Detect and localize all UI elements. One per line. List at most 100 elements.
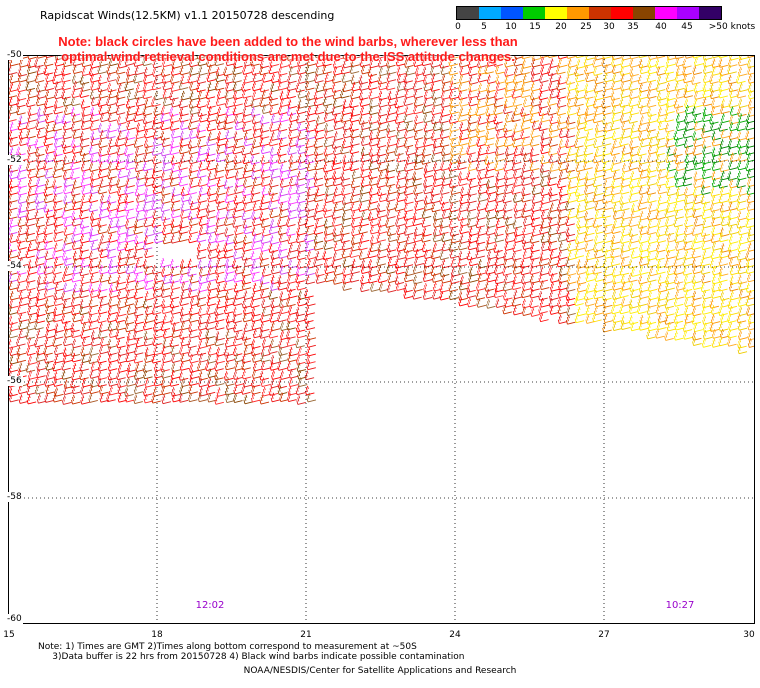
wind-barb <box>144 193 154 204</box>
wind-barb <box>36 281 47 292</box>
wind-barb <box>206 136 216 147</box>
wind-barb <box>495 298 505 308</box>
wind-barb <box>189 129 199 139</box>
wind-barb <box>89 369 100 379</box>
wind-barb <box>198 66 208 76</box>
wind-barb <box>404 171 415 181</box>
wind-barb <box>574 153 585 164</box>
wind-barb <box>199 225 209 236</box>
wind-barb <box>97 259 108 269</box>
wind-barb <box>261 307 272 317</box>
wind-barb <box>305 64 315 75</box>
wind-barb <box>44 250 55 261</box>
wind-barb <box>737 210 747 221</box>
wind-barb <box>71 289 82 299</box>
wind-barb <box>9 73 19 84</box>
wind-barb <box>288 377 299 388</box>
wind-barb <box>421 155 431 165</box>
wind-barb <box>467 240 478 251</box>
wind-barb <box>504 82 515 92</box>
wind-barb <box>747 89 755 100</box>
wind-barb <box>638 162 648 173</box>
wind-barb <box>459 194 469 205</box>
wind-barb <box>250 346 261 356</box>
wind-barb <box>107 274 118 285</box>
wind-barb <box>565 152 576 163</box>
wind-barb <box>521 208 531 219</box>
wind-barb <box>178 224 189 235</box>
wind-barb <box>243 224 254 235</box>
wind-barb <box>394 259 404 269</box>
wind-barb <box>189 57 199 68</box>
wind-barb <box>97 217 107 228</box>
wind-barb <box>376 147 387 157</box>
wind-barb <box>466 202 477 212</box>
wind-barb <box>80 177 91 187</box>
wind-barb <box>71 154 82 164</box>
wind-barb <box>90 336 101 347</box>
wind-barb <box>576 275 587 285</box>
wind-barb <box>711 329 722 339</box>
wind-barb <box>665 217 675 227</box>
wind-barb <box>529 298 539 309</box>
wind-barb <box>259 275 270 285</box>
wind-barb <box>232 346 243 357</box>
wind-barb <box>440 146 451 157</box>
wind-barb <box>198 90 208 100</box>
wind-barb <box>665 82 676 93</box>
wind-barb <box>584 193 594 204</box>
wind-barb <box>684 297 694 307</box>
wind-barb <box>162 216 173 227</box>
wind-barb <box>45 179 55 189</box>
wind-barb <box>430 130 441 141</box>
wind-barb <box>673 265 684 276</box>
wind-barb <box>8 315 18 325</box>
wind-barb <box>360 55 371 60</box>
wind-barb <box>486 89 496 100</box>
wind-barb <box>350 178 361 189</box>
wind-barb <box>124 296 135 307</box>
wind-barb <box>439 137 450 148</box>
wind-barb <box>612 170 623 181</box>
wind-barb <box>423 201 434 211</box>
wind-barb <box>243 394 254 405</box>
wind-barb <box>665 169 676 180</box>
wind-barb <box>476 98 487 109</box>
wind-barb <box>99 273 109 283</box>
wind-barb <box>585 314 595 324</box>
wind-barb <box>646 185 657 196</box>
wind-barb <box>531 120 542 131</box>
wind-barb <box>664 331 674 341</box>
wind-barb <box>288 368 299 379</box>
wind-barb <box>97 224 108 235</box>
wind-barb <box>270 113 281 124</box>
wind-barb <box>279 265 290 275</box>
wind-barb <box>594 249 604 259</box>
wind-barb <box>665 242 676 253</box>
wind-barb <box>367 248 377 259</box>
wind-barb <box>640 137 650 148</box>
wind-barb <box>305 91 316 101</box>
wind-barb <box>135 362 145 373</box>
wind-barb <box>18 394 29 404</box>
wind-barb <box>349 273 360 283</box>
wind-barb <box>486 57 497 67</box>
wind-barb <box>135 202 146 213</box>
wind-barb <box>360 136 371 146</box>
wind-barb <box>259 322 270 332</box>
wind-barb <box>243 290 254 300</box>
wind-barb <box>711 282 721 293</box>
wind-barb <box>539 73 549 84</box>
wind-barb <box>153 298 163 308</box>
pass-time-label: 12:02 <box>195 600 225 611</box>
wind-barb <box>448 210 458 221</box>
wind-barb <box>53 99 64 109</box>
wind-barb <box>36 225 46 236</box>
wind-barb <box>584 112 594 122</box>
wind-barb <box>117 186 127 197</box>
wind-barb <box>133 307 144 317</box>
wind-barb <box>368 98 379 108</box>
wind-barb <box>604 249 614 259</box>
wind-barb <box>313 90 324 100</box>
wind-barb <box>151 353 162 364</box>
